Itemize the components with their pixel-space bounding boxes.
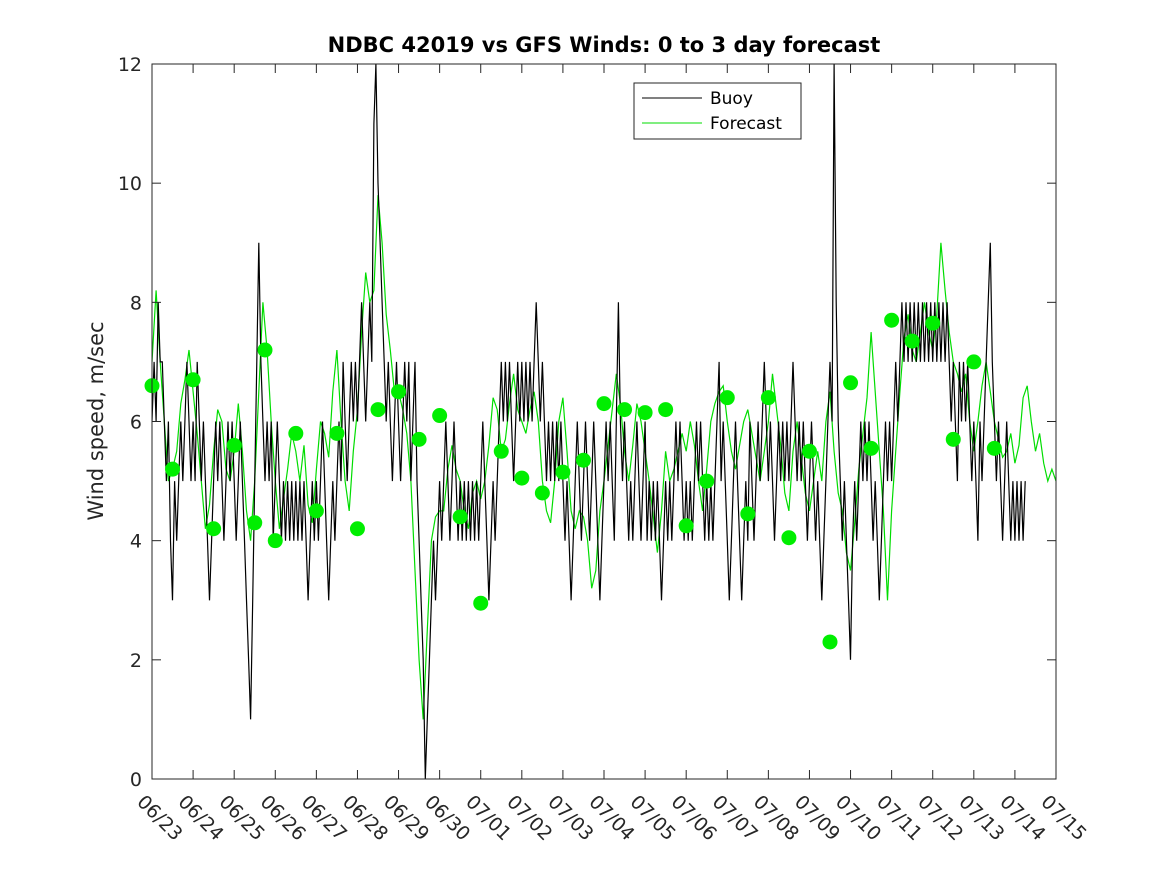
x-tick-label: 07/09 <box>790 791 844 845</box>
forecast-marker-point <box>986 440 1002 456</box>
y-tick-label: 6 <box>130 412 142 434</box>
x-tick-label: 07/06 <box>667 791 721 845</box>
x-tick-label: 07/13 <box>954 791 1008 845</box>
y-axis: 0 2 4 6 8 10 12 <box>118 54 1056 791</box>
y-tick-label: 2 <box>130 650 142 672</box>
x-tick-label: 07/03 <box>543 791 597 845</box>
forecast-marker-point <box>596 396 612 412</box>
forecast-marker-point <box>226 437 242 453</box>
forecast-marker-point <box>493 443 509 459</box>
x-tick-label: 06/26 <box>256 791 310 845</box>
y-tick-label: 12 <box>118 54 142 76</box>
y-tick-label: 10 <box>118 173 142 195</box>
forecast-marker-point <box>391 384 407 400</box>
x-tick-label: 07/02 <box>502 791 556 845</box>
x-tick-label: 07/14 <box>995 791 1049 845</box>
forecast-marker-point <box>411 431 427 447</box>
x-tick-label: 07/07 <box>708 791 762 845</box>
forecast-marker-point <box>863 440 879 456</box>
forecast-marker-point <box>945 431 961 447</box>
legend-buoy-label: Buoy <box>710 89 753 109</box>
forecast-marker-point <box>699 473 715 489</box>
forecast-marker-point <box>432 408 448 424</box>
x-tick-label: 06/30 <box>420 791 474 845</box>
x-tick-label: 07/12 <box>913 791 967 845</box>
x-tick-label: 06/25 <box>215 791 269 845</box>
x-tick-label: 07/15 <box>1036 791 1090 845</box>
x-tick-label: 06/27 <box>297 791 351 845</box>
forecast-marker-point <box>185 372 201 388</box>
forecast-marker-point <box>555 464 571 480</box>
buoy-series-line <box>152 64 1026 779</box>
x-tick-label: 07/11 <box>872 791 926 845</box>
forecast-marker-point <box>329 425 345 441</box>
forecast-marker-point <box>822 634 838 650</box>
forecast-marker-point <box>760 390 776 406</box>
forecast-marker-point <box>206 521 222 537</box>
forecast-marker-point <box>719 390 735 406</box>
x-tick-label: 06/28 <box>338 791 392 845</box>
x-tick-label: 07/04 <box>584 791 638 845</box>
forecast-marker-point <box>452 509 468 525</box>
forecast-marker-point <box>534 485 550 501</box>
forecast-marker-point <box>843 375 859 391</box>
chart-title: NDBC 42019 vs GFS Winds: 0 to 3 day fore… <box>328 33 881 57</box>
forecast-marker-point <box>575 452 591 468</box>
x-tick-label: 07/08 <box>749 791 803 845</box>
forecast-marker-point <box>884 312 900 328</box>
forecast-marker-point <box>801 443 817 459</box>
forecast-marker-point <box>514 470 530 486</box>
axes-box <box>151 63 1057 780</box>
forecast-marker-point <box>740 506 756 522</box>
forecast-marker-point <box>349 521 365 537</box>
x-tick-label: 06/23 <box>132 791 186 845</box>
legend-box <box>633 82 802 140</box>
x-tick-label: 07/05 <box>626 791 680 845</box>
y-tick-label: 0 <box>130 769 142 791</box>
x-tick-label: 06/29 <box>379 791 433 845</box>
forecast-marker-point <box>370 402 386 418</box>
plot-area <box>144 64 1056 779</box>
forecast-marker-point <box>288 425 304 441</box>
forecast-marker-point <box>247 515 263 531</box>
forecast-marker-point <box>904 333 920 349</box>
forecast-marker-point <box>473 595 489 611</box>
forecast-series-line <box>152 195 1056 720</box>
y-axis-label: Wind speed, m/sec <box>84 321 108 520</box>
x-tick-label: 07/01 <box>461 791 515 845</box>
forecast-marker-point <box>966 354 982 370</box>
forecast-marker-point <box>658 402 674 418</box>
forecast-marker-point <box>257 342 273 358</box>
x-tick-label: 06/24 <box>174 791 228 845</box>
forecast-marker-point <box>925 315 941 331</box>
forecast-marker-point <box>637 405 653 421</box>
forecast-marker-point <box>617 402 633 418</box>
legend: Buoy Forecast <box>633 82 802 140</box>
forecast-marker-point <box>165 461 181 477</box>
legend-forecast-label: Forecast <box>710 114 782 134</box>
forecast-marker-point <box>267 533 283 549</box>
y-tick-label: 8 <box>130 292 142 314</box>
forecast-marker-point <box>781 530 797 546</box>
forecast-marker-point <box>308 503 324 519</box>
y-tick-label: 4 <box>130 531 142 553</box>
forecast-marker-point <box>678 518 694 534</box>
x-tick-label: 07/10 <box>831 791 885 845</box>
